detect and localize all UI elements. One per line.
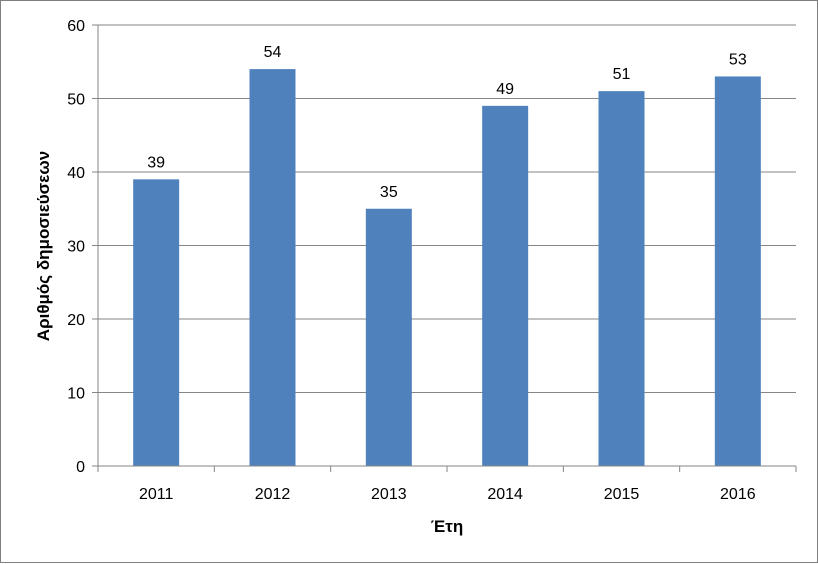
x-tick-label: 2011 xyxy=(139,486,174,503)
x-tick-label: 2013 xyxy=(371,486,407,503)
y-tick-label: 40 xyxy=(67,165,85,182)
data-label: 53 xyxy=(729,51,747,68)
bar xyxy=(714,76,761,466)
bar xyxy=(365,208,412,466)
x-tick-label: 2015 xyxy=(604,486,640,503)
data-label: 35 xyxy=(380,184,398,201)
x-tick-label: 2012 xyxy=(255,486,291,503)
y-tick-label: 60 xyxy=(67,18,85,35)
y-tick-label: 30 xyxy=(67,239,85,256)
gridlines xyxy=(98,24,796,393)
bar xyxy=(482,105,529,466)
data-label: 54 xyxy=(264,44,282,61)
x-axis-label: Έτη xyxy=(431,517,463,536)
bar xyxy=(133,179,180,466)
y-tick-label: 0 xyxy=(76,459,85,476)
bars xyxy=(133,69,761,467)
data-label: 49 xyxy=(496,81,514,98)
x-tick-label: 2016 xyxy=(720,486,756,503)
bar xyxy=(598,91,645,467)
y-tick-label: 20 xyxy=(67,312,85,329)
y-axis-label: Αριθμός δημοσιεύσεων xyxy=(34,151,53,341)
data-label: 51 xyxy=(613,66,631,83)
y-tick-label: 50 xyxy=(67,92,85,109)
x-axis-ticks: 2011 2012 2013 2014 2015 2016 xyxy=(97,466,797,503)
y-tick-label: 10 xyxy=(67,386,85,403)
data-label: 39 xyxy=(147,154,165,171)
x-tick-label: 2014 xyxy=(487,486,523,503)
data-labels: 39 54 35 49 51 53 xyxy=(147,44,747,201)
y-axis-ticks: 0 10 20 30 40 50 60 xyxy=(67,18,98,476)
bar xyxy=(249,69,296,466)
